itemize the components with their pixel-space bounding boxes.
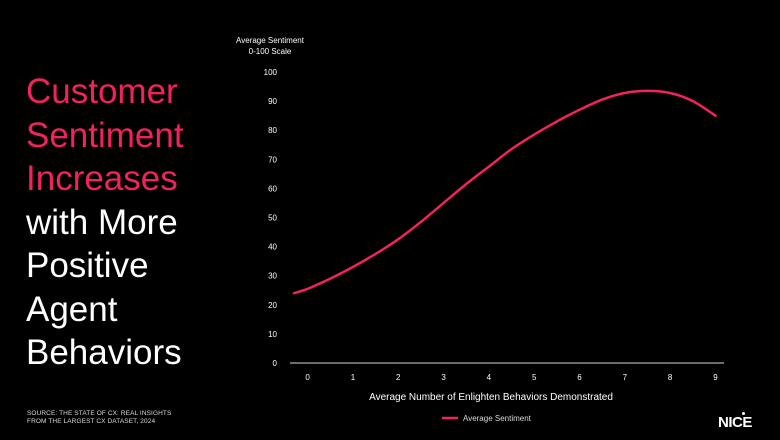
source-line-1: Source: THE STATE OF CX: REAL INSIGHTS [27, 410, 172, 417]
x-tick-label: 7 [623, 373, 628, 382]
headline-plain-line: Behaviors [26, 333, 182, 372]
x-axis-title: Average Number of Enlighten Behaviors De… [369, 392, 613, 403]
y-axis-title: Average Sentiment 0-100 Scale [236, 36, 305, 56]
y-tick-label: 20 [268, 301, 277, 310]
y-tick-label: 30 [268, 272, 277, 281]
legend: Average Sentiment [442, 414, 532, 423]
y-axis-ticks: 0 10 20 30 40 50 60 70 80 90 100 [264, 68, 278, 368]
y-tick-label: 50 [268, 214, 277, 223]
logo-text: NICE [718, 414, 752, 431]
x-tick-label: 3 [441, 373, 446, 382]
headline-plain-line: Agent [26, 289, 118, 329]
source-line-2: FROM THE LARGEST CX DATASET, 2024 [27, 418, 156, 425]
y-axis-title-line-2: 0-100 Scale [249, 47, 292, 56]
x-tick-label: 2 [396, 373, 401, 382]
x-tick-label: 4 [487, 373, 492, 382]
y-tick-label: 80 [268, 126, 277, 135]
x-tick-label: 8 [668, 373, 673, 382]
x-axis-ticks: 0 1 2 3 4 5 6 7 8 9 [305, 373, 718, 382]
headline: Customer Sentiment Increases with More P… [26, 70, 184, 375]
series-group [292, 89, 717, 295]
y-tick-label: 60 [268, 184, 277, 193]
headline-plain-line: with More [26, 202, 178, 242]
y-tick-label: 100 [264, 68, 278, 77]
series-line-average-sentiment [292, 89, 717, 295]
x-tick-label: 0 [305, 373, 310, 382]
source-note: Source: THE STATE OF CX: REAL INSIGHTS F… [27, 410, 171, 426]
y-tick-label: 40 [268, 243, 277, 252]
logo-dot [742, 412, 745, 415]
y-tick-label: 0 [273, 359, 278, 368]
headline-accent-line: Customer [26, 72, 178, 111]
y-tick-label: 90 [268, 97, 277, 106]
headline-accent-line: Sentiment [26, 115, 184, 155]
headline-plain-line: Positive [26, 246, 149, 285]
x-tick-label: 5 [532, 373, 537, 382]
y-axis-title-line-1: Average Sentiment [236, 36, 305, 45]
y-tick-label: 70 [268, 155, 277, 164]
nice-logo: NICE [718, 412, 752, 431]
y-tick-label: 10 [268, 330, 277, 339]
x-tick-label: 6 [577, 373, 582, 382]
headline-accent-line: Increases [26, 159, 178, 198]
x-tick-label: 1 [351, 373, 356, 382]
legend-label: Average Sentiment [463, 414, 532, 423]
x-tick-label: 9 [713, 373, 718, 382]
